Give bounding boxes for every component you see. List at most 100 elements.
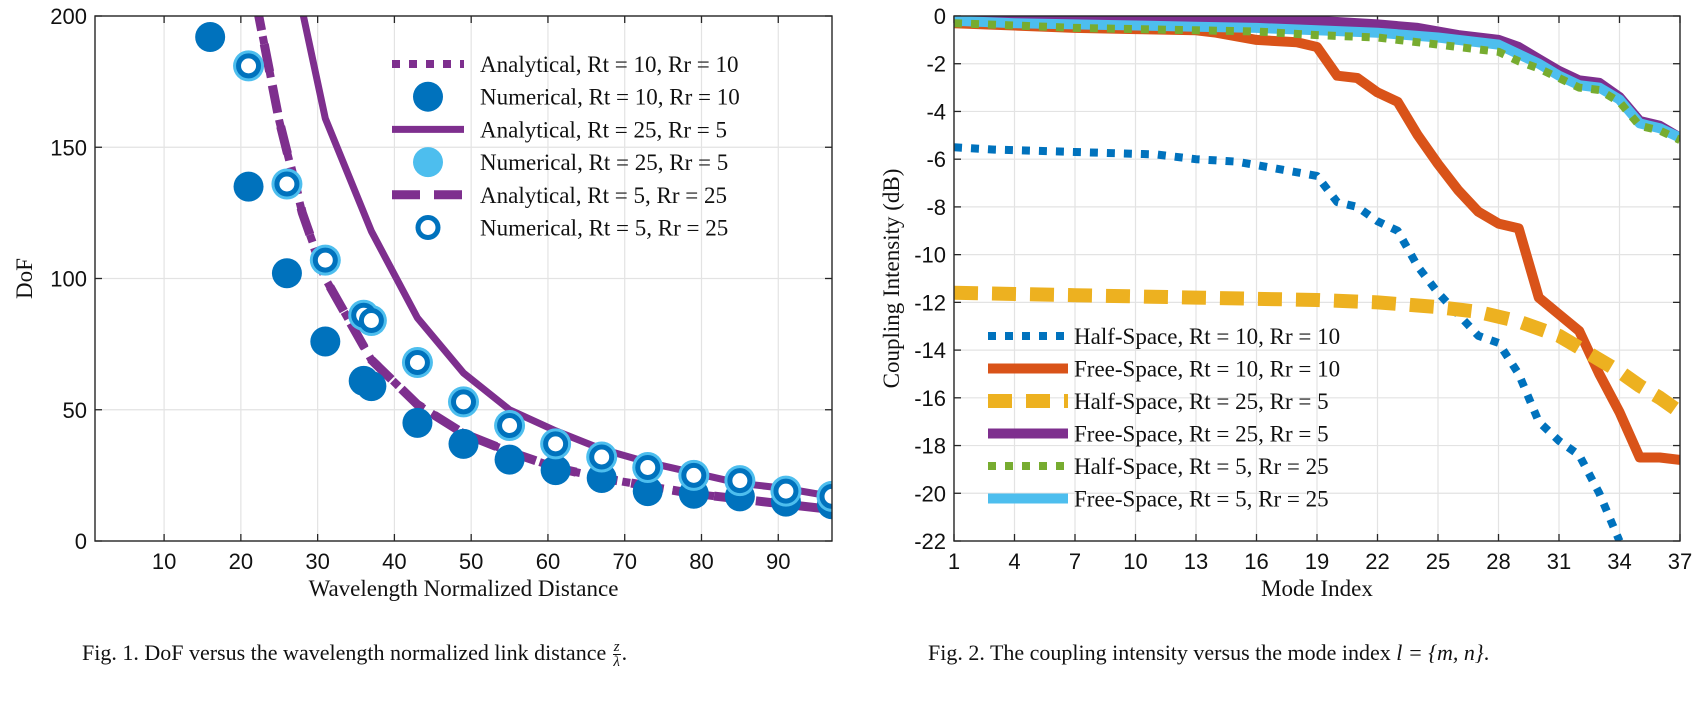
figure-2-caption: Fig. 2. The coupling intensity versus th… — [928, 640, 1489, 666]
caption-2-period: . — [1483, 640, 1490, 665]
x-tick-label: 50 — [459, 549, 483, 574]
y-tick-label: -12 — [914, 290, 946, 315]
series-group — [195, 16, 832, 520]
x-axis-label: Wavelength Normalized Distance — [309, 576, 619, 601]
legend-label: Free-Space, Rt = 5, Rr = 25 — [1074, 487, 1329, 512]
y-tick-label: 50 — [63, 398, 87, 423]
y-tick-label: -22 — [914, 529, 946, 554]
x-tick-label: 7 — [1069, 549, 1081, 574]
series-line — [954, 19, 1680, 144]
x-axis-label: Mode Index — [1261, 576, 1373, 601]
series-half-space-rt-5-rr-25 — [954, 19, 1680, 144]
x-tick-label: 70 — [612, 549, 636, 574]
legend-item: Free-Space, Rt = 10, Rr = 10 — [988, 357, 1340, 382]
y-tick-label: -18 — [914, 434, 946, 459]
legend-label: Free-Space, Rt = 25, Rr = 5 — [1074, 422, 1329, 447]
x-tick-label: 25 — [1426, 549, 1450, 574]
x-tick-label: 4 — [1008, 549, 1020, 574]
x-tick-label: 31 — [1547, 549, 1571, 574]
fraction-denominator: λ — [613, 654, 620, 671]
data-point — [819, 483, 832, 509]
y-tick-label: 0 — [934, 4, 946, 29]
legend-label: Numerical, Rt = 5, Rr = 25 — [480, 216, 728, 241]
x-tick-label: 22 — [1365, 549, 1389, 574]
chart-dof-vs-distance: 10 20 30 40 50 60 70 80 90 0 50 100 150 200 Wavelength… — [12, 4, 833, 601]
axes-frame — [94, 15, 833, 542]
legend-label: Analytical, Rt = 5, Rr = 25 — [480, 183, 727, 208]
legend-label: Numerical, Rt = 25, Rr = 5 — [480, 150, 728, 175]
legend-label: Half-Space, Rt = 25, Rr = 5 — [1074, 389, 1329, 414]
legend-label: Half-Space, Rt = 10, Rr = 10 — [1074, 324, 1340, 349]
data-point — [236, 53, 262, 79]
data-point — [773, 478, 799, 504]
legend-marker — [413, 81, 443, 112]
axes-frame — [953, 15, 1681, 542]
data-point — [635, 455, 661, 480]
legend-item: Numerical, Rt = 25, Rr = 5 — [413, 147, 728, 178]
fraction-numerator: z — [612, 639, 621, 656]
legend: Half-Space, Rt = 10, Rr = 10 Free-Space, … — [988, 324, 1340, 512]
x-tick-label: 16 — [1244, 549, 1268, 574]
legend-item: Free-Space, Rt = 5, Rr = 25 — [988, 487, 1329, 512]
data-point — [402, 407, 433, 438]
figure-1-caption: Fig. 1. DoF versus the wavelength normal… — [82, 639, 628, 671]
data-point — [356, 371, 387, 402]
series-numerical-rt-5-rr-25 — [236, 53, 832, 509]
legend-item: Numerical, Rt = 5, Rr = 25 — [415, 215, 728, 241]
caption-1-text: Fig. 1. DoF versus the wavelength normal… — [82, 640, 607, 665]
legend-item: Analytical, Rt = 25, Rr = 5 — [392, 117, 727, 142]
series-free-space-rt-5-rr-25 — [954, 16, 1680, 143]
y-tick-label: 0 — [75, 529, 87, 554]
caption-2-math: l = {m, n} — [1396, 640, 1484, 665]
legend-label: Free-Space, Rt = 10, Rr = 10 — [1074, 357, 1340, 382]
data-point — [404, 350, 430, 375]
series-half-space-rt-10-rr-10 — [954, 143, 1624, 541]
x-tick-label: 37 — [1668, 549, 1692, 574]
legend-item: Analytical, Rt = 10, Rr = 10 — [392, 52, 738, 77]
y-tick-label: -14 — [914, 338, 946, 363]
x-tick-label: 10 — [1123, 549, 1147, 574]
legend-label: Analytical, Rt = 25, Rr = 5 — [480, 117, 727, 142]
legend-item: Analytical, Rt = 5, Rr = 25 — [392, 183, 727, 208]
x-tick-label: 40 — [382, 549, 406, 574]
series-line — [954, 285, 1680, 418]
legend-item: Half-Space, Rt = 5, Rr = 25 — [988, 454, 1329, 479]
data-point — [451, 389, 476, 415]
y-axis-label: Coupling Intensity (dB) — [879, 169, 904, 389]
data-point — [233, 171, 264, 202]
legend-label: Analytical, Rt = 10, Rr = 10 — [480, 52, 738, 77]
y-tick-label: 150 — [50, 135, 87, 160]
x-tick-label: 13 — [1184, 549, 1208, 574]
caption-1-period: . — [621, 640, 628, 665]
y-tick-label: -6 — [926, 147, 946, 172]
legend-item: Free-Space, Rt = 25, Rr = 5 — [988, 422, 1329, 447]
y-axis-label: DoF — [12, 258, 37, 299]
data-point — [589, 444, 615, 470]
data-point — [632, 476, 663, 507]
data-point — [494, 444, 525, 475]
series-line — [954, 143, 1624, 541]
y-tick-label: -4 — [926, 99, 946, 124]
series-group — [954, 16, 1680, 541]
legend-marker — [413, 147, 443, 178]
data-point — [727, 468, 753, 494]
legend-item: Numerical, Rt = 10, Rr = 10 — [413, 81, 740, 112]
legend-marker — [415, 215, 441, 240]
x-tick-label: 10 — [152, 549, 176, 574]
y-tick-label: 100 — [50, 267, 87, 292]
data-point — [681, 462, 707, 488]
y-tick-label: -20 — [914, 481, 946, 506]
data-point — [543, 431, 569, 457]
x-tick-label: 19 — [1305, 549, 1329, 574]
x-tick-label: 34 — [1607, 549, 1631, 574]
legend-label: Numerical, Rt = 10, Rr = 10 — [480, 85, 740, 110]
series-line — [954, 16, 1680, 143]
caption-2-text: Fig. 2. The coupling intensity versus th… — [928, 640, 1391, 665]
legend-label: Half-Space, Rt = 5, Rr = 25 — [1074, 454, 1329, 479]
data-point — [497, 413, 523, 438]
data-point — [274, 171, 300, 197]
data-point — [195, 22, 226, 52]
legend-item: Half-Space, Rt = 25, Rr = 5 — [988, 389, 1329, 414]
data-point — [271, 258, 302, 289]
data-point — [312, 247, 338, 273]
